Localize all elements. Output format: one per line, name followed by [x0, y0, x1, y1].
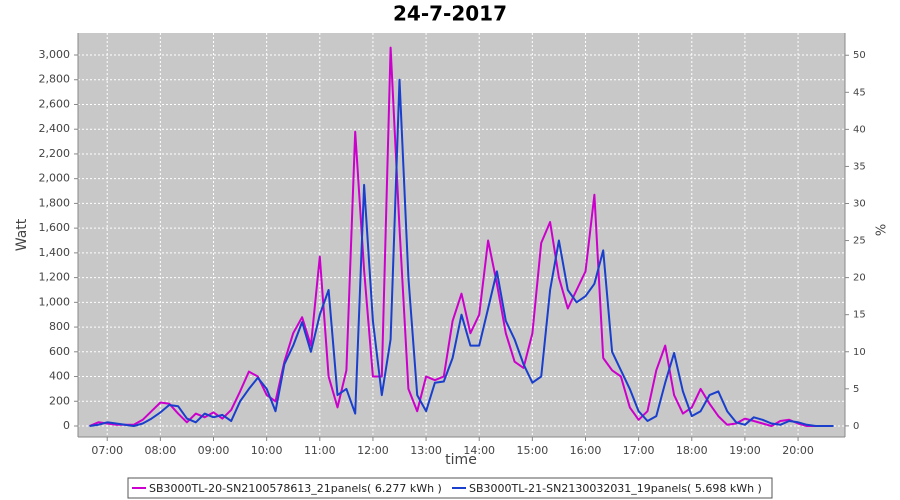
x-tick-label: 17:00	[623, 444, 655, 457]
plot-area	[78, 33, 845, 437]
y-tick-label: 600	[49, 345, 70, 358]
y2-tick-label: 15	[853, 310, 866, 321]
y-tick-label: 2,600	[39, 97, 71, 110]
y-tick-label: 0	[63, 419, 70, 432]
x-tick-label: 16:00	[570, 444, 602, 457]
x-tick-label: 12:00	[357, 444, 389, 457]
y-tick-label: 2,000	[39, 172, 71, 185]
y-tick-label: 1,600	[39, 221, 71, 234]
x-tick-label: 13:00	[410, 444, 442, 457]
x-tick-label: 09:00	[198, 444, 230, 457]
y-tick-label: 1,800	[39, 196, 71, 209]
y-tick-label: 1,000	[39, 295, 71, 308]
y2-tick-label: 35	[853, 161, 866, 172]
x-tick-label: 18:00	[676, 444, 708, 457]
y-tick-label: 3,000	[39, 48, 71, 61]
x-tick-label: 15:00	[517, 444, 549, 457]
y2-tick-label: 20	[853, 273, 866, 284]
x-tick-label: 10:00	[251, 444, 283, 457]
y-tick-label: 2,800	[39, 73, 71, 86]
y2-tick-label: 45	[853, 87, 866, 98]
chart-title: 24-7-2017	[393, 2, 507, 26]
y2-tick-label: 50	[853, 50, 866, 61]
x-tick-label: 20:00	[782, 444, 814, 457]
y-tick-label: 2,200	[39, 147, 71, 160]
y2-tick-label: 40	[853, 124, 866, 135]
y-tick-label: 800	[49, 320, 70, 333]
series-line	[89, 46, 834, 427]
y2-tick-label: 5	[853, 384, 859, 395]
y-tick-label: 1,400	[39, 246, 71, 259]
legend-label: SB3000TL-20-SN2100578613_21panels( 6.277…	[149, 482, 442, 495]
y2-tick-label: 30	[853, 198, 866, 209]
y2-tick-label: 10	[853, 347, 866, 358]
x-tick-label: 19:00	[729, 444, 761, 457]
y-tick-label: 1,200	[39, 271, 71, 284]
x-axis-label: time	[445, 452, 477, 468]
x-tick-label: 11:00	[304, 444, 336, 457]
x-tick-label: 07:00	[91, 444, 123, 457]
series-line	[89, 78, 834, 427]
y2-tick-label: 0	[853, 421, 859, 432]
legend	[127, 477, 773, 499]
x-tick-label: 14:00	[463, 444, 495, 457]
y2-axis-label: %	[875, 224, 890, 236]
y-tick-label: 200	[49, 394, 70, 407]
y-tick-label: 2,400	[39, 122, 71, 135]
y2-tick-label: 25	[853, 236, 866, 247]
legend-label: SB3000TL-21-SN2130032031_19panels( 5.698…	[469, 482, 762, 495]
x-tick-label: 08:00	[145, 444, 177, 457]
y-axis-label: Watt	[14, 218, 30, 251]
y-tick-label: 400	[49, 370, 70, 383]
